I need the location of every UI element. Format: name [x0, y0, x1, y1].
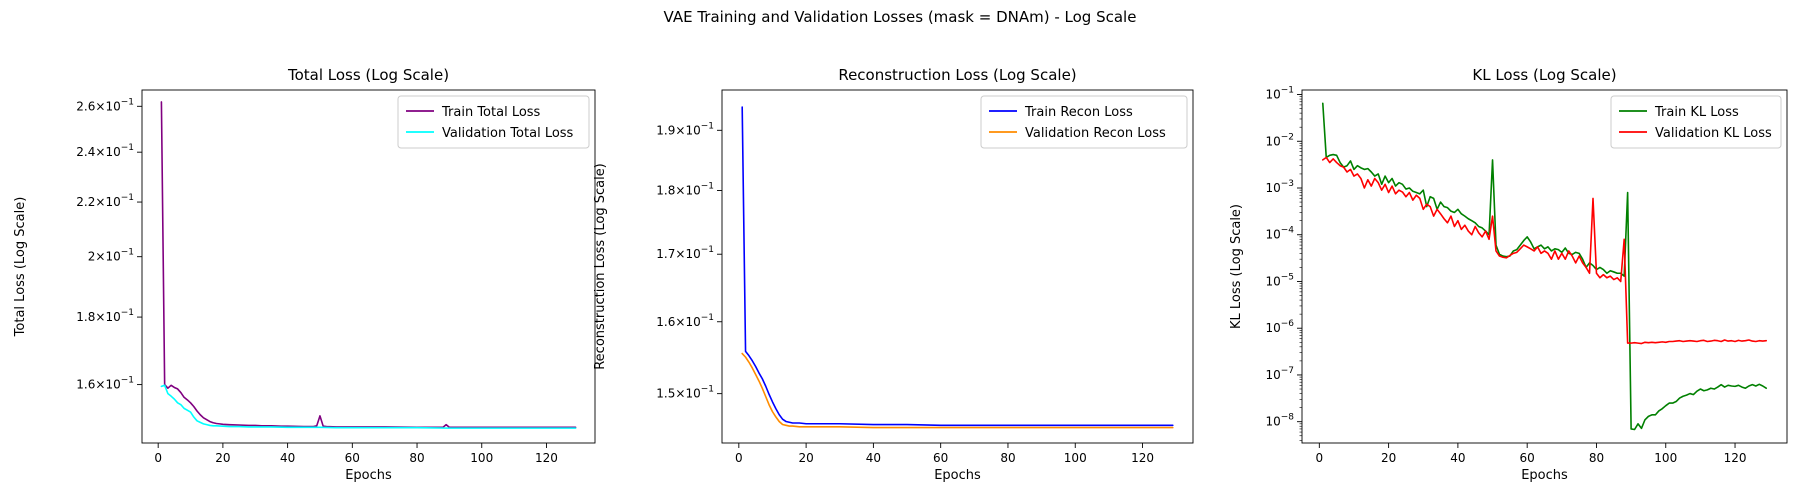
y-axis-label: KL Loss (Log Scale) — [1229, 204, 1244, 329]
y-tick-label: 10−1 — [1265, 86, 1294, 102]
chart-panel-3: KL Loss (Log Scale) 0 20 40 60 80 100 120 10−8 10… — [1229, 66, 1788, 483]
legend: Train Total Loss Validation Total Loss — [397, 95, 590, 149]
y-tick-label: 1.6×10−1 — [76, 376, 134, 392]
y-tick-label: 10−6 — [1265, 319, 1294, 335]
series-line-1 — [741, 106, 1174, 427]
axes-frame — [141, 89, 596, 444]
legend-entry: Train Total Loss — [441, 105, 541, 120]
y-tick-label: 10−3 — [1265, 179, 1294, 195]
x-tick-label: 60 — [345, 451, 360, 465]
x-axis-label: Epochs — [934, 468, 981, 483]
y-axis-label: Reconstruction Loss (Log Scale) — [593, 163, 608, 370]
legend: Train KL Loss Validation KL Loss — [1610, 95, 1782, 149]
x-tick-label: 80 — [409, 451, 424, 465]
figure-suptitle: VAE Training and Validation Losses (mask… — [664, 8, 1137, 26]
y-tick-label: 10−4 — [1265, 226, 1294, 242]
series-line-2 — [741, 352, 1174, 429]
x-tick-label: 80 — [1589, 451, 1604, 465]
y-tick-label: 2.4×10−1 — [76, 143, 134, 159]
x-tick-label: 20 — [1381, 451, 1396, 465]
legend-entry: Validation KL Loss — [1655, 126, 1772, 141]
y-tick-label: 1.8×10−1 — [656, 182, 714, 198]
legend-frame — [397, 95, 590, 149]
axes-frame — [1301, 89, 1788, 444]
y-tick-label: 1.5×10−1 — [656, 385, 714, 401]
x-tick-label: 20 — [798, 451, 813, 465]
x-axis-label: Epochs — [345, 468, 392, 483]
y-tick-label: 10−5 — [1265, 272, 1294, 288]
y-tick-label: 10−8 — [1265, 413, 1294, 429]
series-line-2 — [1321, 156, 1768, 345]
x-tick-label: 20 — [215, 451, 230, 465]
y-tick-label: 2×10−1 — [88, 248, 134, 264]
x-tick-label: 0 — [154, 451, 162, 465]
chart-panel-1: Total Loss (Log Scale) 0 20 40 60 80 100 120 1.6… — [13, 66, 596, 483]
x-axis-label: Epochs — [1521, 468, 1568, 483]
x-tick-label: 100 — [1654, 451, 1677, 465]
x-tick-label: 120 — [1724, 451, 1747, 465]
x-tick-label: 120 — [535, 451, 558, 465]
y-tick-label: 1.8×10−1 — [76, 308, 134, 324]
x-tick-label: 60 — [1520, 451, 1535, 465]
x-tick-label: 80 — [1000, 451, 1015, 465]
x-tick-label: 100 — [1064, 451, 1087, 465]
series-group — [1321, 102, 1768, 431]
chart-panel-2: Reconstruction Loss (Log Scale) 0 20 40 60 80… — [593, 66, 1194, 483]
axes-frame — [721, 89, 1194, 444]
x-tick-label: 0 — [735, 451, 743, 465]
charts: Total Loss (Log Scale) 0 20 40 60 80 100 120 1.6… — [13, 66, 1788, 483]
chart-title: KL Loss (Log Scale) — [1472, 66, 1616, 84]
chart-title: Total Loss (Log Scale) — [287, 66, 449, 84]
x-tick-label: 120 — [1131, 451, 1154, 465]
x-tick-label: 40 — [280, 451, 295, 465]
legend-frame — [980, 95, 1188, 149]
chart-title: Reconstruction Loss (Log Scale) — [838, 66, 1076, 84]
y-tick-label: 1.7×10−1 — [656, 245, 714, 261]
series-line-2 — [160, 384, 577, 429]
legend-entry: Validation Recon Loss — [1025, 126, 1166, 141]
y-tick-label: 1.6×10−1 — [656, 313, 714, 329]
series-group — [741, 106, 1174, 429]
legend-entry: Train KL Loss — [1654, 105, 1739, 120]
legend: Train Recon Loss Validation Recon Loss — [980, 95, 1188, 149]
x-tick-label: 100 — [470, 451, 493, 465]
x-tick-label: 0 — [1316, 451, 1324, 465]
y-tick-label: 2.6×10−1 — [76, 97, 134, 113]
series-line-1 — [1321, 102, 1768, 431]
y-tick-label: 2.2×10−1 — [76, 193, 134, 209]
legend-entry: Validation Total Loss — [442, 126, 574, 141]
legend-frame — [1610, 95, 1782, 149]
y-tick-label: 1.9×10−1 — [656, 121, 714, 137]
series-group — [160, 101, 577, 429]
y-tick-label: 10−2 — [1265, 132, 1294, 148]
x-tick-label: 40 — [1450, 451, 1465, 465]
y-axis-label: Total Loss (Log Scale) — [13, 197, 28, 338]
x-tick-label: 40 — [866, 451, 881, 465]
y-tick-label: 10−7 — [1265, 366, 1294, 382]
legend-entry: Train Recon Loss — [1024, 105, 1133, 120]
x-tick-label: 60 — [933, 451, 948, 465]
